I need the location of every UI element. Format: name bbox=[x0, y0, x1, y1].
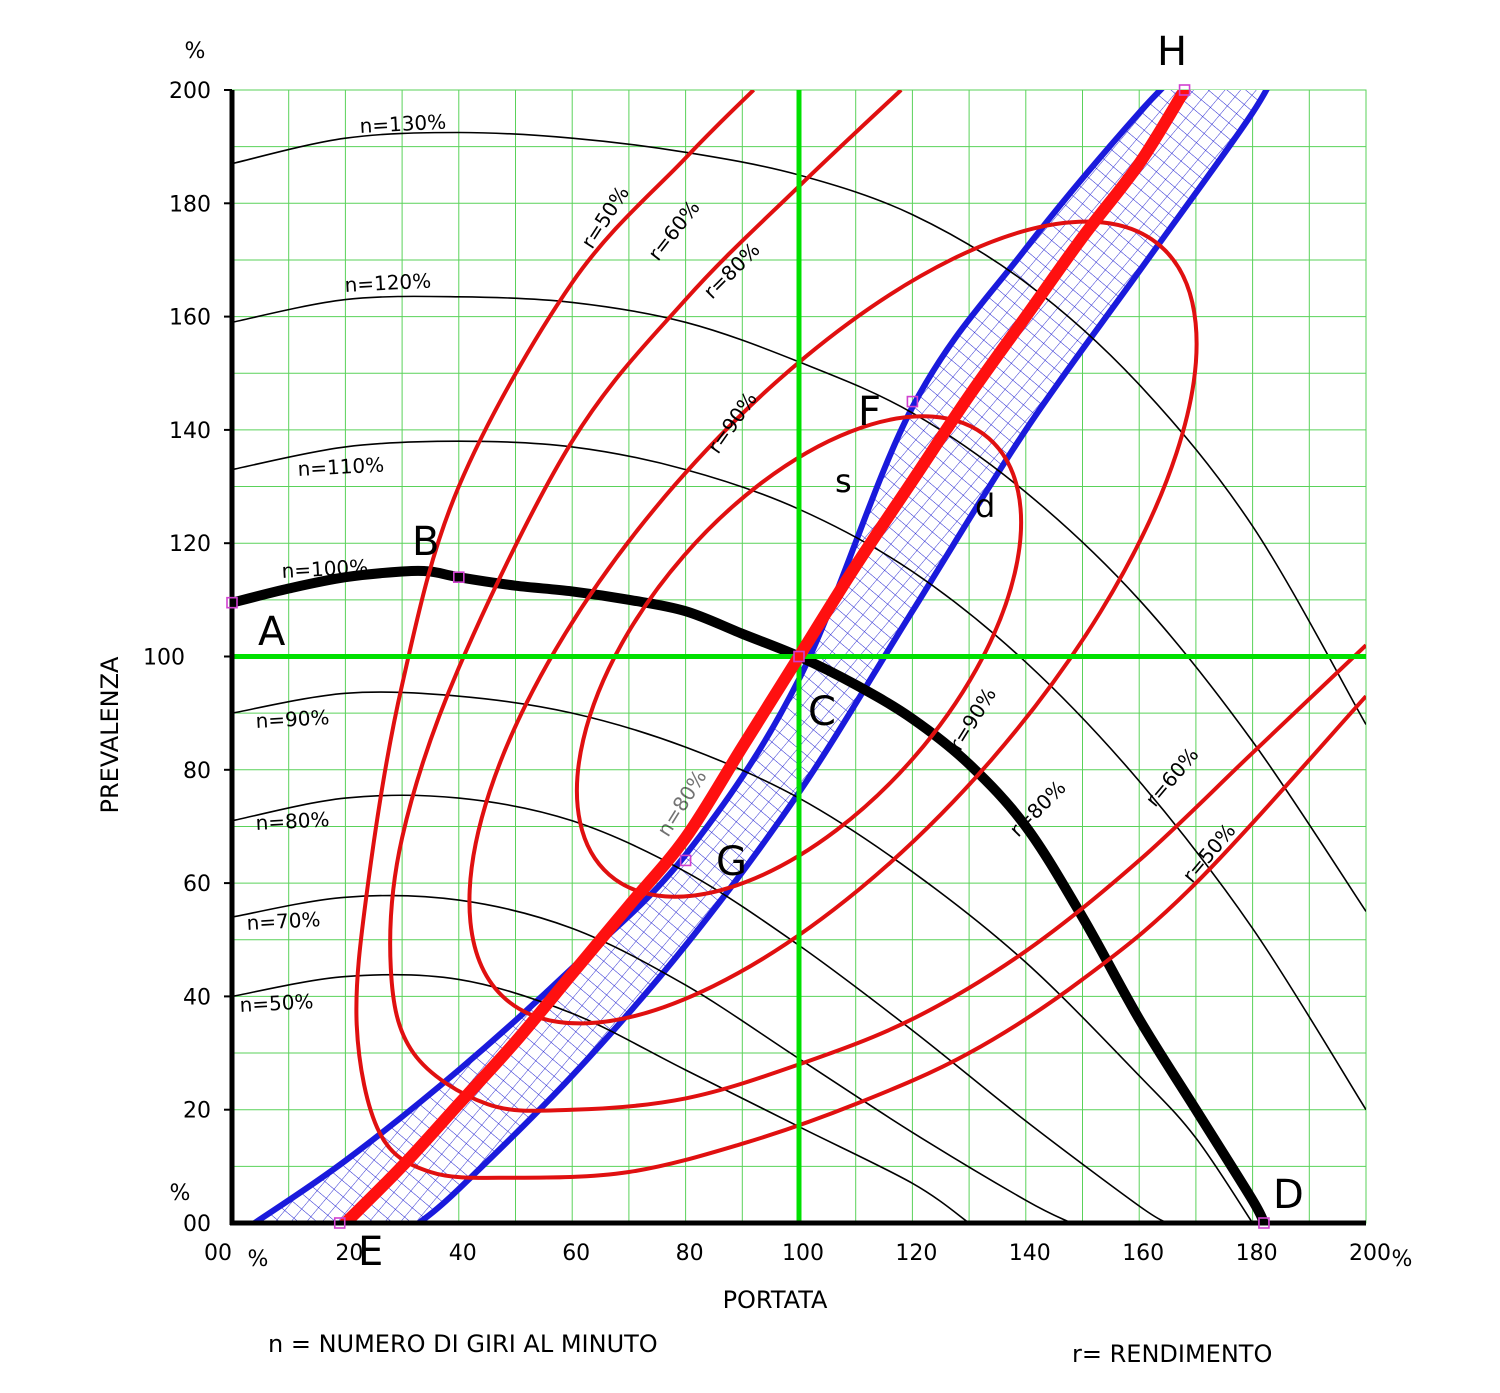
x-tick-label: 60 bbox=[562, 1241, 590, 1266]
note-efficiency: r= RENDIMENTO bbox=[1072, 1340, 1272, 1368]
y-tick-label: 160 bbox=[169, 306, 211, 331]
point-label-G: G bbox=[716, 839, 747, 885]
x-unit-left: % bbox=[248, 1247, 269, 1272]
x-tick-label: 200 bbox=[1349, 1241, 1391, 1266]
band-edge-d bbox=[417, 90, 1270, 1223]
x-tick-label: 180 bbox=[1236, 1241, 1278, 1266]
y-tick-label: 140 bbox=[169, 419, 211, 444]
point-label-B: B bbox=[412, 519, 439, 565]
y-tick-label: 40 bbox=[183, 985, 211, 1010]
speed-label-120: n=120% bbox=[344, 268, 432, 297]
system-curve bbox=[339, 90, 1191, 1223]
note-speed: n = NUMERO DI GIRI AL MINUTO bbox=[268, 1330, 658, 1358]
y-tick-label: 60 bbox=[183, 872, 211, 897]
speed-curve-80 bbox=[232, 794, 1168, 1223]
efficiency-label-50: r=50% bbox=[1177, 819, 1240, 888]
speed-label-70: n=70% bbox=[246, 907, 321, 935]
marker-F bbox=[906, 395, 919, 408]
efficiency-curve-90 bbox=[574, 414, 1024, 899]
speed-curve-100 bbox=[232, 565, 1269, 1223]
operating-band bbox=[252, 90, 1270, 1223]
marker-G bbox=[679, 854, 692, 867]
marker-E bbox=[333, 1217, 346, 1229]
y-tick-label: 20 bbox=[183, 1099, 211, 1124]
y-tick-label: 180 bbox=[169, 192, 211, 217]
efficiency-label-60: r=60% bbox=[1140, 743, 1203, 812]
y-tick-label: 120 bbox=[169, 532, 211, 557]
efficiency-label-90: r=90% bbox=[702, 387, 761, 458]
efficiency-curve-80 bbox=[467, 219, 1199, 1026]
point-label-A: A bbox=[258, 609, 286, 655]
speed-curves bbox=[232, 131, 1366, 1223]
y-tick-label: 00 bbox=[183, 1212, 211, 1237]
x-tick-label: 40 bbox=[449, 1241, 477, 1266]
marker-H bbox=[1178, 84, 1191, 96]
speed-curve-120 bbox=[232, 295, 1366, 912]
speed-label-130: n=130% bbox=[359, 109, 447, 138]
point-label-C: C bbox=[808, 689, 836, 735]
speed-label-110: n=110% bbox=[297, 452, 385, 481]
marker-D bbox=[1258, 1217, 1270, 1229]
point-label-H: H bbox=[1157, 29, 1187, 75]
efficiency-label-90: r=90% bbox=[944, 683, 1001, 755]
system-curve-line bbox=[339, 90, 1191, 1223]
speed-curve-110 bbox=[232, 440, 1366, 1111]
efficiency-label-80: r=80% bbox=[699, 237, 765, 303]
speed-curve-130 bbox=[232, 131, 1366, 725]
speed-label-80: n=80% bbox=[255, 807, 330, 835]
efficiency-curve-50 bbox=[354, 90, 1366, 1180]
point-label-F: F bbox=[858, 389, 881, 435]
y-unit-bottom: % bbox=[170, 1181, 191, 1206]
band-label-d: d bbox=[975, 487, 995, 525]
axes bbox=[224, 89, 1366, 1226]
x-tick-label: 80 bbox=[676, 1241, 704, 1266]
speed-label-90: n=90% bbox=[255, 705, 330, 733]
x-tick-label: 100 bbox=[782, 1241, 824, 1266]
y-axis-title: PREVALENZA bbox=[96, 656, 124, 814]
x-tick-label: 00 bbox=[204, 1241, 232, 1266]
x-tick-label: 120 bbox=[895, 1241, 937, 1266]
y-tick-label: 200 bbox=[169, 79, 211, 104]
y-tick-label: 80 bbox=[183, 759, 211, 784]
marker-C bbox=[793, 650, 805, 663]
marker-A bbox=[226, 596, 238, 609]
speed-curve-90 bbox=[232, 691, 1254, 1223]
efficiency-label-60: r=60% bbox=[643, 196, 705, 265]
point-label-E: E bbox=[358, 1229, 383, 1275]
band-hatch bbox=[254, 90, 1267, 1223]
x-tick-label: 160 bbox=[1122, 1241, 1164, 1266]
y-tick-label: 100 bbox=[143, 646, 185, 671]
point-label-D: D bbox=[1273, 1172, 1304, 1218]
speed-label-50: n=50% bbox=[239, 989, 314, 1017]
speed-curve-70 bbox=[232, 894, 1072, 1223]
x-tick-label: 20 bbox=[335, 1241, 363, 1266]
x-tick-label: 140 bbox=[1009, 1241, 1051, 1266]
band-edge-s bbox=[252, 90, 1165, 1223]
markers bbox=[226, 84, 1270, 1229]
speed-label-100: n=100% bbox=[281, 554, 369, 583]
band-label-s: s bbox=[835, 462, 852, 500]
marker-B bbox=[452, 571, 465, 583]
x-unit-right: % bbox=[1392, 1247, 1413, 1272]
x-axis-title: PORTATA bbox=[723, 1286, 828, 1314]
y-unit-top: % bbox=[185, 39, 206, 64]
